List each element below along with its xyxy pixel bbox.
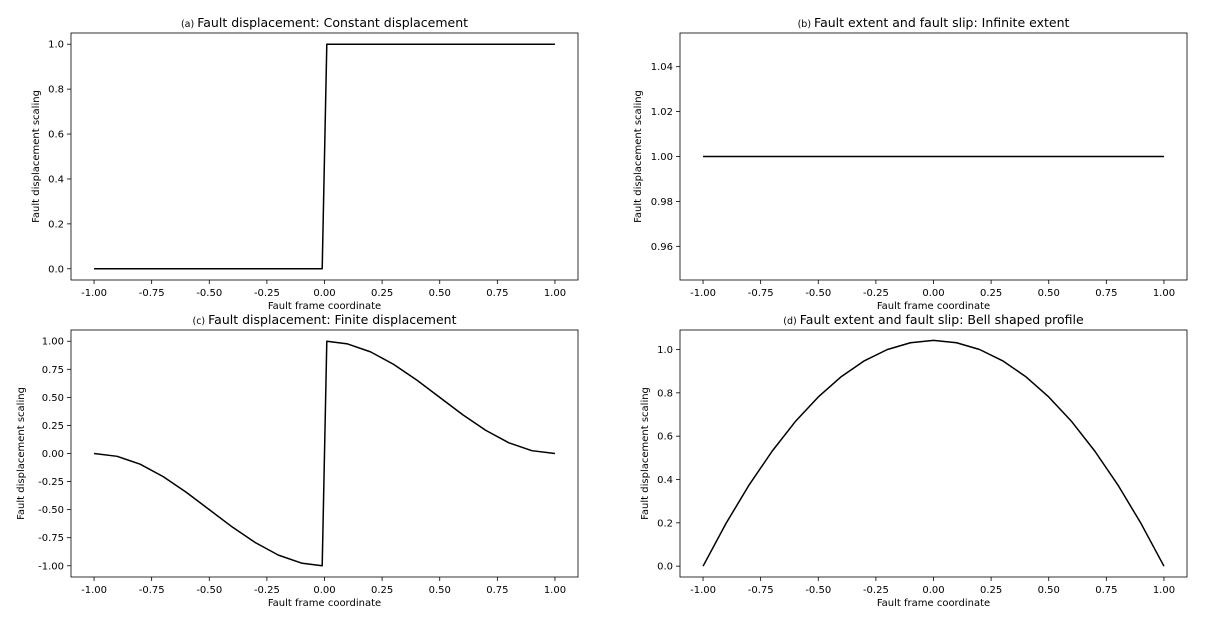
panel-c-xtick-label-3: -0.25 [254, 585, 280, 596]
panel-c-ytick-label-3: -0.25 [38, 477, 64, 488]
panel-c-xtick-label-6: 0.50 [429, 585, 451, 596]
panel-b-xtick-label-4: 0.00 [922, 288, 944, 299]
panel-d-axes-frame [679, 329, 1188, 578]
panel-d-ytick-label-3: 0.6 [657, 432, 673, 443]
panel-a-xtick-label-0: -1.00 [81, 288, 107, 299]
panel-d-ytick-label-4: 0.8 [657, 388, 673, 399]
panel-d-title-text: Fault extent and fault slip: Bell shaped… [800, 312, 1084, 327]
panel-d-series-0-line [702, 339, 1165, 567]
panel-b-xtick-label-7: 0.75 [1095, 288, 1117, 299]
panel-a-ytick-label-2: 0.4 [48, 174, 64, 185]
panel-b-ytick-label-4: 1.04 [651, 62, 673, 73]
panel-d-xtick-label-8: 1.00 [1153, 585, 1175, 596]
panel-c-axes-frame [70, 329, 579, 578]
panel-a-title-letter: (a) [181, 19, 197, 30]
panel-a-xtick-label-5: 0.25 [371, 288, 393, 299]
panel-a-ytick-label-1: 0.2 [48, 219, 64, 230]
panel-b-title: (b) Fault extent and fault slip: Infinit… [798, 15, 1070, 30]
panel-d-ylabel: Fault displacement scaling [640, 387, 651, 520]
panel-d-ytick-label-5: 1.0 [657, 345, 673, 356]
panel-b-ytick-label-0: 0.96 [651, 242, 673, 253]
panel-a-axes-frame [70, 32, 579, 281]
panel-c-xlabel: Fault frame coordinate [268, 598, 381, 609]
panel-b-ytick-label-3: 1.02 [651, 107, 673, 118]
panel-b-xtick-label-2: -0.50 [805, 288, 831, 299]
panel-d-xlabel: Fault frame coordinate [877, 598, 990, 609]
panel-b-ytick-label-1: 0.98 [651, 197, 673, 208]
panel-c-title-text: Fault displacement: Finite displacement [208, 312, 456, 327]
panel-d-xtick-label-1: -0.75 [748, 585, 774, 596]
panel-c-xtick-label-8: 1.00 [544, 585, 566, 596]
panel-a-xtick-label-3: -0.25 [254, 288, 280, 299]
panel-c-ytick-label-7: 0.75 [42, 365, 64, 376]
panel-a-xtick-label-1: -0.75 [139, 288, 165, 299]
panel-a-ytick-label-4: 0.8 [48, 85, 64, 96]
panel-b-xtick-label-6: 0.50 [1038, 288, 1060, 299]
panel-a-ylabel: Fault displacement scaling [31, 90, 42, 223]
panel-a-xtick-label-4: 0.00 [313, 288, 335, 299]
panel-b-xtick-label-0: -1.00 [690, 288, 716, 299]
panel-d-ytick-label-2: 0.4 [657, 475, 673, 486]
panel-b-axes-frame [679, 32, 1188, 281]
panel-c-ytick-label-4: 0.00 [42, 449, 64, 460]
panel-c-ytick-label-1: -0.75 [38, 533, 64, 544]
panel-d-xtick-label-6: 0.50 [1038, 585, 1060, 596]
panel-d-xtick-label-2: -0.50 [805, 585, 831, 596]
panel-c-xtick-label-4: 0.00 [313, 585, 335, 596]
panel-a-xlabel: Fault frame coordinate [268, 301, 381, 312]
panel-a-xtick-label-7: 0.75 [486, 288, 508, 299]
panel-c-ytick-label-8: 1.00 [42, 337, 64, 348]
panel-c-xtick-label-2: -0.50 [196, 585, 222, 596]
panel-c-ytick-label-5: 0.25 [42, 421, 64, 432]
panel-c-ytick-label-6: 0.50 [42, 393, 64, 404]
panel-c-ylabel: Fault displacement scaling [16, 387, 27, 520]
panel-b-title-text: Fault extent and fault slip: Infinite ex… [814, 15, 1069, 30]
panel-d-xtick-label-5: 0.25 [980, 585, 1002, 596]
panel-a-ytick-label-0: 0.0 [48, 264, 64, 275]
panel-a-series-0-line [94, 43, 555, 270]
panel-c-xtick-label-5: 0.25 [371, 585, 393, 596]
panel-c-series-0-line [93, 340, 556, 567]
panel-b-ylabel: Fault displacement scaling [633, 90, 644, 223]
panel-d-ytick-label-0: 0.0 [657, 562, 673, 573]
panel-c-ytick-label-2: -0.50 [38, 505, 64, 516]
panel-a-title-text: Fault displacement: Constant displacemen… [197, 15, 468, 30]
panel-b-xtick-label-5: 0.25 [980, 288, 1002, 299]
panel-c-title-letter: (c) [192, 316, 208, 327]
panel-d-ytick-label-1: 0.2 [657, 518, 673, 529]
panel-b-xtick-label-1: -0.75 [748, 288, 774, 299]
panel-b-title-letter: (b) [798, 19, 814, 30]
panel-d-xtick-label-4: 0.00 [922, 585, 944, 596]
panel-c-xtick-label-7: 0.75 [486, 585, 508, 596]
panel-d-xtick-label-3: -0.25 [863, 585, 889, 596]
panel-b-xtick-label-8: 1.00 [1153, 288, 1175, 299]
panel-c-ytick-label-0: -1.00 [38, 561, 64, 572]
panel-c-xtick-label-0: -1.00 [81, 585, 107, 596]
panel-b-ytick-label-2: 1.00 [651, 152, 673, 163]
panel-d-xtick-label-7: 0.75 [1095, 585, 1117, 596]
panel-d-title-letter: (d) [783, 316, 799, 327]
panel-b-xtick-label-3: -0.25 [863, 288, 889, 299]
panel-a-xtick-label-2: -0.50 [196, 288, 222, 299]
panel-d-xtick-label-0: -1.00 [690, 585, 716, 596]
panel-a-ytick-label-5: 1.0 [48, 40, 64, 51]
panel-a-xtick-label-6: 0.50 [429, 288, 451, 299]
panel-c-xtick-label-1: -0.75 [139, 585, 165, 596]
panel-c-title: (c) Fault displacement: Finite displacem… [192, 312, 456, 327]
panel-d-title: (d) Fault extent and fault slip: Bell sh… [783, 312, 1084, 327]
panel-a-ytick-label-3: 0.6 [48, 130, 64, 141]
panel-a-xtick-label-8: 1.00 [544, 288, 566, 299]
panel-a-title: (a) Fault displacement: Constant displac… [181, 15, 468, 30]
panel-b-xlabel: Fault frame coordinate [877, 301, 990, 312]
